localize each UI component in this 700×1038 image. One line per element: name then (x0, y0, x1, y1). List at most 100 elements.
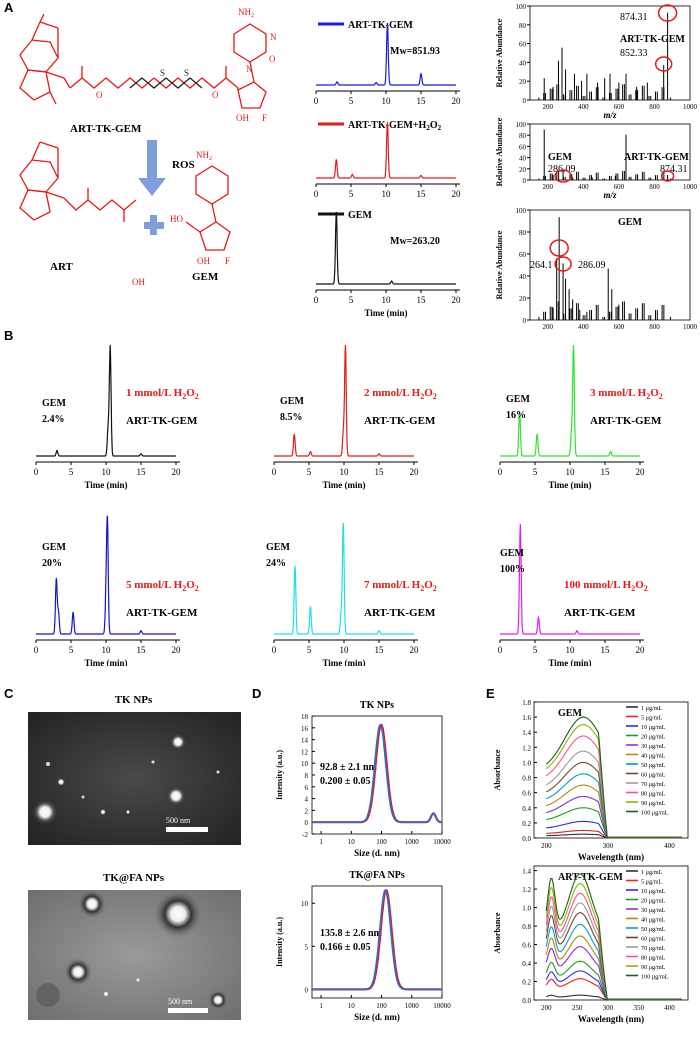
x-tick-label: 15 (375, 645, 385, 655)
ms-label: GEM (548, 152, 572, 163)
x-tick-label: 5 (349, 295, 354, 305)
y-tick-label: 1.0 (522, 759, 531, 767)
x-tick-label: 5 (533, 467, 538, 477)
conjugate-label: ART-TK-GEM (364, 607, 436, 619)
x-tick-label: 600 (614, 323, 625, 330)
y-axis-label: Relative Abundance (495, 230, 504, 299)
x-tick-label: 5 (69, 467, 74, 477)
legend-label: 80 μg/mL (641, 791, 666, 798)
x-tick-label: 400 (578, 183, 589, 191)
x-axis-label: Time (min) (322, 658, 365, 666)
x-tick-label: 400 (664, 842, 675, 850)
chromatogram-trace (274, 522, 414, 635)
x-axis-label: Time (min) (322, 480, 365, 490)
y-tick-label: 5 (305, 943, 309, 951)
highlight-circle (660, 170, 675, 182)
x-tick-label: 0 (34, 645, 39, 655)
y-tick-label: 60 (519, 41, 527, 49)
y-tick-label: 0.2 (522, 979, 531, 987)
legend-label: 10 μg/mL (641, 888, 666, 895)
ms-label: ART-TK-GEM (624, 152, 689, 163)
legend-label: 1 μg/mL (641, 705, 663, 712)
x-tick-label: 800 (649, 323, 660, 330)
scale-bar-label: 500 nm (166, 816, 191, 825)
ms-label: 852.33 (620, 48, 648, 59)
gem-word: GEM (266, 542, 290, 553)
highlight-circle (554, 256, 572, 272)
x-axis-label: Time (min) (548, 658, 591, 666)
legend-label: 1 μg/mL (641, 869, 663, 876)
x-tick-label: 1000 (683, 323, 698, 330)
conjugate-label: ART-TK-GEM (564, 607, 636, 619)
chromatogram-trace (36, 344, 176, 457)
y-tick-label: 40 (519, 59, 527, 67)
y-tick-label: 20 (519, 78, 527, 86)
x-tick-label: 0 (498, 645, 503, 655)
y-tick-label: 2 (305, 807, 309, 815)
y-tick-label: 0 (523, 317, 527, 325)
legend-label: 70 μg/mL (641, 781, 666, 788)
x-tick-label: 5 (349, 189, 354, 199)
ms-label: 264.1 (530, 260, 553, 271)
x-tick-label: 5 (533, 645, 538, 655)
y-tick-label: 0 (523, 97, 527, 105)
y-tick-label: 0.6 (522, 790, 531, 798)
atom-nh2: NH2 (238, 7, 254, 19)
concentration-label: 2 mmol/L H2O2 (364, 387, 437, 401)
x-tick-label: 100 (376, 838, 387, 846)
atom-oh-gem: OH (197, 256, 210, 266)
y-axis-label: Absorbance (493, 749, 502, 790)
y-tick-label: 60 (519, 251, 527, 259)
y-tick-label: 0.0 (522, 835, 531, 843)
x-tick-label: 15 (375, 467, 385, 477)
uv-frame (533, 865, 689, 1001)
x-tick-label: 10 (348, 1002, 356, 1010)
x-tick-label: 200 (541, 1004, 552, 1012)
x-tick-label: 15 (137, 467, 147, 477)
atom-n2: N (246, 64, 253, 74)
art-tk-gem-structure (19, 13, 267, 251)
x-axis-label: Wavelength (nm) (578, 1014, 644, 1024)
x-tick-label: 600 (614, 183, 625, 191)
legend-label: 60 μg/mL (641, 772, 666, 779)
y-tick-label: 1.6 (522, 714, 531, 722)
x-tick-label: 200 (543, 323, 554, 330)
x-tick-label: 0 (272, 467, 277, 477)
x-tick-label: 10000 (433, 838, 451, 846)
atom-o: O (269, 54, 276, 64)
ms-label: ART-TK-GEM (620, 34, 685, 45)
y-tick-label: 80 (519, 132, 527, 140)
y-tick-label: 60 (519, 143, 527, 151)
y-tick-label: 0.8 (522, 923, 531, 931)
x-tick-label: 10 (348, 838, 356, 846)
uv-title: ART-TK-GEM (558, 872, 623, 883)
atom-oh: OH (236, 113, 249, 123)
y-axis-label: Intensity (a.u.) (275, 750, 284, 800)
scale-bar-b (168, 1008, 208, 1013)
x-tick-label: 350 (633, 1004, 644, 1012)
legend-label: 100 μg/mL (641, 810, 669, 817)
y-tick-label: 80 (519, 229, 527, 237)
ms-label: 874.31 (660, 164, 688, 175)
y-tick-label: 0 (523, 177, 527, 185)
x-axis-label: Time (min) (364, 308, 407, 318)
art-label: ART (50, 261, 74, 273)
gem-percent: 20% (42, 558, 62, 569)
x-tick-label: 20 (172, 467, 182, 477)
x-tick-label: 20 (410, 645, 420, 655)
chromatogram-trace (500, 344, 640, 457)
y-tick-label: -2 (302, 831, 308, 839)
x-tick-label: 100 (376, 1002, 387, 1010)
chemical-structures: NH2 N O N OH F O O OH NH2 HO OH F S S AR… (19, 7, 277, 287)
x-tick-label: 300 (603, 1004, 614, 1012)
x-tick-label: 200 (543, 183, 554, 191)
concentration-label: 1 mmol/L H2O2 (126, 387, 199, 401)
gem-percent: 8.5% (280, 412, 303, 423)
dls-title: TK NPs (360, 700, 394, 711)
x-axis-label: Size (d. nm) (354, 1012, 400, 1022)
y-tick-label: 100 (516, 121, 527, 129)
uv-curve (545, 873, 682, 1002)
y-tick-label: 12 (301, 748, 309, 756)
panel-e-uv: 0.0 0.2 0.4 0.6 0.8 1.0 1.2 1.4 1.6 1.8 200 300 400 W… (493, 699, 689, 1024)
